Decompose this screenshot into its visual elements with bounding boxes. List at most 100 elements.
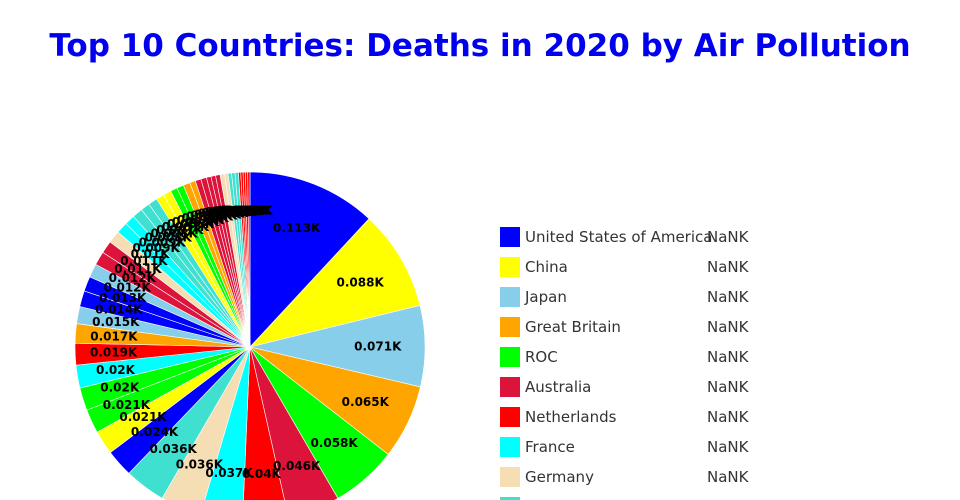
slice-value-label: 0.113K: [273, 221, 321, 235]
slice-value-label: 0.02K: [96, 363, 136, 377]
slice-value-label: 0.002K: [220, 204, 268, 218]
slice-value-label: 0.006K: [172, 215, 220, 229]
slice-value-label: 0.004K: [205, 205, 253, 219]
legend-label: Great Britain: [525, 318, 621, 336]
slice-value-label: 0.071K: [354, 339, 402, 353]
slice-value-label: 0.004K: [194, 207, 242, 221]
legend-label: Italy: [525, 498, 558, 500]
pie-slice[interactable]: [249, 218, 421, 348]
slice-value-label: 0.003K: [213, 204, 261, 218]
legend-label: ROC: [525, 348, 558, 366]
slice-value-label: 0.036K: [150, 442, 198, 456]
legend-value: NaNK: [707, 288, 750, 306]
slice-value-label: 0.04K: [242, 467, 282, 481]
pie-slice[interactable]: [249, 171, 370, 348]
pie-slice[interactable]: [247, 171, 251, 348]
slice-value-label: 0.011K: [120, 254, 168, 268]
legend-value: NaNK: [707, 228, 750, 246]
slice-value-label: 0.004K: [198, 207, 246, 221]
slice-value-label: 0.088K: [337, 275, 385, 289]
legend-value: NaNK: [707, 318, 750, 336]
pie-slices: [74, 171, 426, 500]
slice-value-label: 0.036K: [176, 457, 224, 471]
slice-value-label: 0.007K: [156, 223, 204, 237]
legend-value: NaNK: [707, 438, 750, 456]
legend-value: NaNK: [707, 348, 750, 366]
slice-value-label: 0.012K: [104, 280, 152, 294]
legend-swatch: [500, 257, 520, 277]
legend-item[interactable]: ROC NaNK: [500, 347, 750, 367]
slice-value-label: 0.024K: [131, 425, 179, 439]
slice-value-label: 0.003K: [211, 204, 259, 218]
pie-slice[interactable]: [249, 346, 339, 500]
slice-value-label: 0.017K: [90, 329, 138, 343]
legend-item[interactable]: Italy NaNK: [500, 497, 750, 500]
legend-swatch: [500, 287, 520, 307]
legend-swatch: [500, 377, 520, 397]
legend-label: United States of America: [525, 228, 712, 246]
legend-value: NaNK: [707, 468, 750, 486]
slice-value-label: 0.007K: [162, 220, 210, 234]
legend-item[interactable]: Germany NaNK: [500, 467, 750, 487]
slice-value-label: 0.002K: [222, 204, 270, 218]
slice-value-label: 0.037K: [205, 466, 253, 480]
legend-value: NaNK: [707, 258, 750, 276]
legend-item[interactable]: Netherlands NaNK: [500, 407, 750, 427]
legend-swatch: [500, 347, 520, 367]
legend-swatch: [500, 497, 520, 500]
pie-slice[interactable]: [242, 346, 288, 500]
legend-value: NaNK: [707, 378, 750, 396]
slice-value-label: 0.019K: [90, 346, 138, 360]
slice-value-label: 0.002K: [224, 204, 272, 218]
slice-value-label: 0.009K: [133, 241, 181, 255]
slice-value-label: 0.005K: [186, 210, 234, 224]
chart-title: Top 10 Countries: Deaths in 2020 by Air …: [49, 28, 911, 64]
slice-value-label: 0.002K: [225, 204, 273, 218]
legend-value: NaNK: [707, 498, 750, 500]
legend-label: Germany: [525, 468, 594, 486]
legend-label: Netherlands: [525, 408, 617, 426]
slice-value-label: 0.01K: [131, 247, 171, 261]
slice-value-label: 0.014K: [95, 302, 143, 316]
slice-value-label: 0.02K: [100, 381, 140, 395]
legend-item[interactable]: Great Britain NaNK: [500, 317, 750, 337]
slice-value-label: 0.004K: [201, 206, 249, 220]
legend-label: Australia: [525, 378, 591, 396]
slice-value-label: 0.006K: [177, 213, 225, 227]
slice-value-label: 0.003K: [208, 205, 256, 219]
slice-value-label: 0.008K: [145, 231, 193, 245]
slice-value-label: 0.005K: [182, 211, 230, 225]
slice-labels: 0.113K 0.088K 0.071K 0.065K 0.058K 0.046K0.04…: [90, 204, 402, 482]
legend-value: NaNK: [707, 408, 750, 426]
legend-swatch: [500, 437, 520, 457]
slice-value-label: 0.006K: [167, 217, 215, 231]
legend-item[interactable]: Japan NaNK: [500, 287, 750, 307]
slice-value-label: 0.021K: [103, 398, 151, 412]
legend-swatch: [500, 227, 520, 247]
legend-item[interactable]: China NaNK: [500, 257, 750, 277]
slice-value-label: 0.011K: [114, 262, 162, 276]
slice-value-label: 0.008K: [151, 227, 199, 241]
legend-swatch: [500, 317, 520, 337]
slice-value-label: 0.003K: [216, 204, 264, 218]
legend-label: China: [525, 258, 568, 276]
legend-swatch: [500, 407, 520, 427]
legend-label: Japan: [524, 288, 567, 306]
legend-item[interactable]: France NaNK: [500, 437, 750, 457]
slice-value-label: 0.013K: [99, 291, 147, 305]
slice-value-label: 0.005K: [190, 208, 238, 222]
slice-value-label: 0.009K: [139, 235, 187, 249]
slice-value-label: 0.002K: [218, 204, 266, 218]
slice-value-label: 0.065K: [342, 395, 390, 409]
slice-value-label: 0.012K: [109, 271, 157, 285]
slice-value-label: 0.021K: [119, 410, 167, 424]
legend-swatch: [500, 467, 520, 487]
slice-value-label: 0.015K: [92, 315, 140, 329]
slice-value-label: 0.058K: [310, 436, 358, 450]
legend-label: France: [525, 438, 575, 456]
slice-value-label: 0.046K: [273, 459, 321, 473]
legend-item[interactable]: Australia NaNK: [500, 377, 750, 397]
